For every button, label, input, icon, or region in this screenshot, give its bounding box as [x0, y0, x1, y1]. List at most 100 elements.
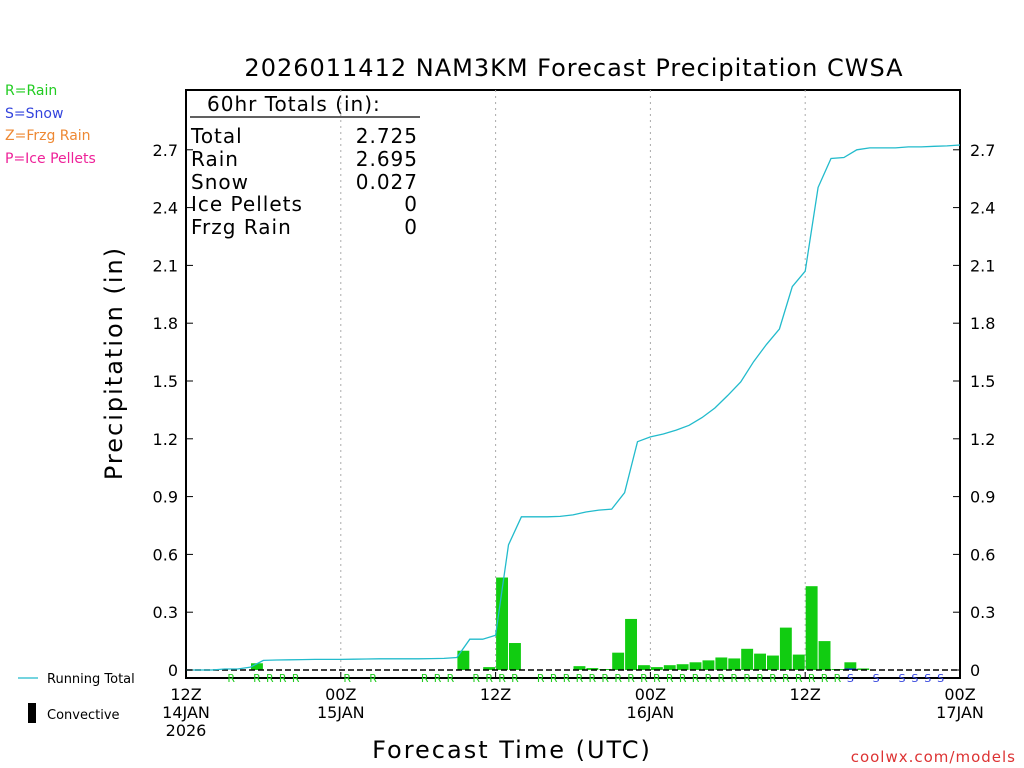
y-tick-label-right: 2.1: [970, 256, 995, 275]
x-tick-label: 2026: [166, 721, 207, 740]
convective-legend-label: Convective: [47, 708, 120, 723]
gridlines: [340, 90, 806, 678]
ptype-marker-R: R: [472, 672, 480, 685]
ptype-legend-ice-pellets: P=Ice Pellets: [5, 151, 96, 167]
x-axis-label: Forecast Time (UTC): [372, 736, 652, 764]
ptype-marker-R: R: [653, 672, 661, 685]
precip-bar-h24: [483, 667, 496, 670]
ptype-marker-S: S: [937, 672, 944, 685]
y-tick-label-left: 1.5: [153, 372, 178, 391]
ptype-marker-R: R: [537, 672, 545, 685]
precip-bar-h42: [715, 657, 728, 670]
y-tick-label-right: 1.5: [970, 372, 995, 391]
x-tick-label: 15JAN: [317, 703, 365, 722]
x-tick-label: 17JAN: [936, 703, 984, 722]
ptype-marker-R: R: [279, 672, 287, 685]
y-axis-right: 0 0.3 0.6 0.9 1.2 1.5 1.8 2.1 2.4 2.7: [953, 141, 995, 680]
ptype-legend-rain: R=Rain: [5, 83, 57, 99]
ptype-marker-R: R: [834, 672, 842, 685]
totals-row-ice-pellets-value: 0: [404, 192, 418, 216]
precip-bar-h38: [663, 665, 676, 670]
precip-bar-h45: [754, 653, 766, 670]
ptype-marker-R: R: [227, 672, 235, 685]
ptype-legend: R=Rain S=Snow Z=Frzg Rain P=Ice Pellets: [5, 83, 96, 167]
ptype-marker-R: R: [550, 672, 558, 685]
y-tick-label-right: 0: [970, 661, 980, 680]
ptype-marker-R: R: [627, 672, 635, 685]
totals-row-frzg-rain-value: 0: [404, 215, 418, 239]
y-tick-label-left: 2.1: [153, 256, 178, 275]
precip-bar-h40: [689, 662, 702, 670]
y-tick-label-left: 1.2: [153, 430, 178, 449]
ptype-marker-R: R: [718, 672, 726, 685]
ptype-marker-R: R: [756, 672, 764, 685]
ptype-marker-R: R: [601, 672, 609, 685]
running-total-legend-label: Running Total: [47, 672, 135, 687]
precip-bar-h48: [792, 654, 805, 670]
ptype-legend-frzg-rain: Z=Frzg Rain: [5, 128, 91, 144]
ptype-marker-R: R: [485, 672, 493, 685]
y-tick-label-right: 2.4: [970, 199, 995, 218]
ptype-marker-R: R: [421, 672, 429, 685]
y-tick-label-left: 0: [168, 661, 178, 680]
totals-row-total-value: 2.725: [356, 124, 418, 148]
ptype-marker-R: R: [808, 672, 816, 685]
ptype-marker-S: S: [873, 672, 880, 685]
totals-row-snow-value: 0.027: [356, 170, 418, 194]
precip-bar-h39: [676, 664, 689, 670]
y-axis-left: 0 0.3 0.6 0.9 1.2 1.5 1.8 2.1 2.4 2.7: [153, 141, 193, 680]
precip-bar-h43: [728, 658, 741, 670]
y-axis-label: Precipitation (in): [100, 246, 128, 480]
ptype-marker-R: R: [266, 672, 274, 685]
ptype-marker-S: S: [847, 672, 854, 685]
ptype-marker-R: R: [769, 672, 777, 685]
ptype-marker-R: R: [589, 672, 597, 685]
y-tick-label-right: 0.6: [970, 545, 995, 564]
ptype-marker-R: R: [666, 672, 674, 685]
x-tick-label: 12Z: [480, 685, 511, 704]
ptype-marker-R: R: [563, 672, 571, 685]
hourly-precip-bars: [251, 577, 870, 670]
precip-bar-h41: [702, 660, 715, 670]
ptype-marker-R: R: [253, 672, 261, 685]
x-tick-label: 14JAN: [162, 703, 210, 722]
snow-bar-h52: [844, 668, 857, 670]
ptype-marker-R: R: [292, 672, 300, 685]
precip-bar-h22: [457, 650, 470, 670]
y-tick-label-right: 1.8: [970, 314, 995, 333]
ptype-marker-R: R: [795, 672, 803, 685]
ptype-marker-R: R: [447, 672, 455, 685]
totals-row-total-label: Total: [190, 124, 243, 148]
precip-bar-h36: [638, 665, 650, 670]
y-tick-label-right: 0.3: [970, 603, 995, 622]
y-tick-label-right: 2.7: [970, 141, 995, 160]
precip-bar-h31: [573, 666, 586, 670]
precip-bar-h46: [767, 655, 779, 670]
ptype-marker-S: S: [924, 672, 931, 685]
ptype-marker-S: S: [898, 672, 905, 685]
totals-row-rain-value: 2.695: [356, 147, 418, 171]
precip-bar-h44: [741, 648, 754, 670]
x-tick-label: 12Z: [790, 685, 821, 704]
ptype-marker-R: R: [821, 672, 829, 685]
precip-bar-h37: [650, 667, 663, 670]
plot-frame: [185, 89, 961, 679]
precip-bar-h25: [496, 577, 508, 670]
ptype-marker-R: R: [343, 672, 351, 685]
precip-bar-h34: [612, 652, 625, 670]
x-tick-label: 00Z: [325, 685, 356, 704]
precip-bar-h53: [857, 668, 870, 670]
ptype-marker-R: R: [679, 672, 687, 685]
y-tick-label-right: 1.2: [970, 430, 995, 449]
y-tick-label-left: 2.4: [153, 199, 178, 218]
y-tick-label-left: 1.8: [153, 314, 178, 333]
ptype-marker-R: R: [511, 672, 519, 685]
ptype-marker-R: R: [705, 672, 713, 685]
precip-bar-h32: [586, 668, 599, 670]
precip-bar-h47: [779, 627, 792, 670]
ptype-marker-R: R: [576, 672, 584, 685]
precip-bar-h35: [625, 618, 637, 670]
y-tick-label-left: 2.7: [153, 141, 178, 160]
